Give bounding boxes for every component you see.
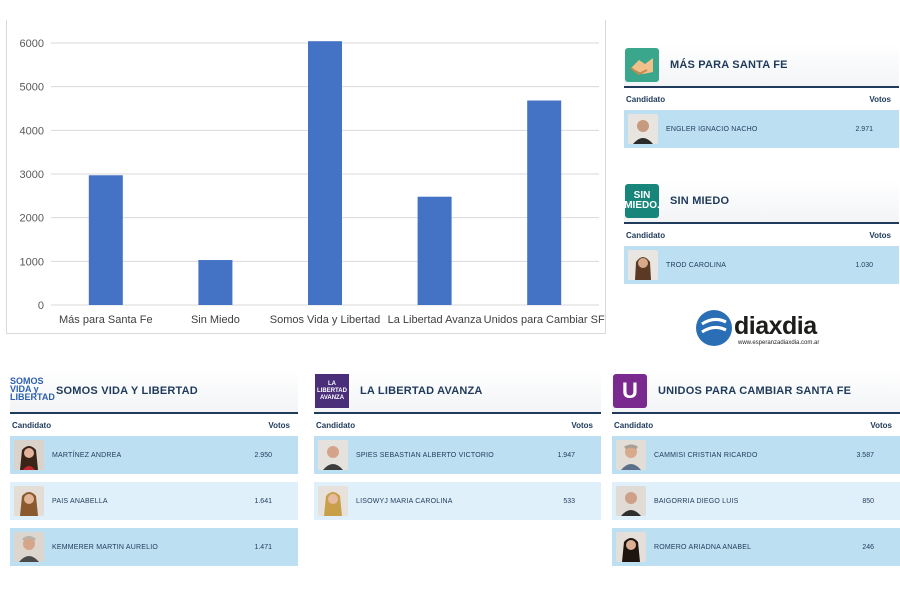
candidate-row: ROMERO ARIADNA ANABEL 246 — [612, 528, 900, 566]
candidate-votes: 1.641 — [254, 497, 272, 505]
candidate-name: ENGLER IGNACIO NACHO — [666, 125, 758, 133]
candidate-column-header: Candidato — [614, 420, 654, 430]
votes-bar-chart: 0 1000 2000 3000 4000 5000 6000 Más para Santa … — [6, 20, 606, 334]
category-label: Somos Vida y Libertad — [270, 314, 380, 326]
candidate-photo — [318, 486, 348, 516]
candidate-votes: 2.971 — [855, 125, 873, 133]
candidate-row: KEMMERER MARTIN AURELIO 1.471 — [10, 528, 298, 566]
sin-miedo-logo: SIN MIEDO. — [624, 183, 660, 219]
candidate-name: KEMMERER MARTIN AURELIO — [52, 543, 158, 551]
candidate-row: MARTÍNEZ ANDREA 2.950 — [10, 436, 298, 474]
y-tick-label: 0 — [38, 300, 44, 312]
candidate-photo — [628, 250, 658, 280]
candidate-column-header: Candidato — [626, 94, 666, 104]
panel-header: LA LIBERTAD AVANZA LA LIBERTAD AVANZA — [314, 370, 601, 414]
candidate-name: BAIGORRIA DIEGO LUIS — [654, 497, 739, 505]
panel-mas-para-santa-fe: MÁS PARA SANTA FE Candidato Votos ENGLER… — [624, 44, 899, 156]
candidate-column-header: Candidato — [12, 420, 52, 430]
candidate-votes: 533 — [563, 497, 575, 505]
candidate-name: ROMERO ARIADNA ANABEL — [654, 543, 752, 551]
candidate-votes: 850 — [862, 497, 874, 505]
votes-column-header: Votos — [869, 94, 891, 104]
votes-column-header: Votos — [869, 230, 891, 240]
panel-title: SOMOS VIDA Y LIBERTAD — [56, 385, 198, 397]
brand-name: diaxdia — [734, 312, 817, 340]
column-headers: Candidato Votos — [624, 224, 899, 246]
column-headers: Candidato Votos — [624, 88, 899, 110]
y-tick-label: 5000 — [20, 82, 44, 94]
panel-title: UNIDOS PARA CAMBIAR SANTA FE — [658, 385, 852, 397]
candidate-name: MARTÍNEZ ANDREA — [52, 451, 122, 459]
y-tick-label: 3000 — [20, 169, 44, 181]
candidate-row: LISOWYJ MARIA CAROLINA 533 — [314, 482, 601, 520]
bar — [527, 100, 562, 305]
candidate-name: PAIS ANABELLA — [52, 497, 108, 505]
mas-para-santa-fe-logo — [624, 47, 660, 83]
candidate-column-header: Candidato — [626, 230, 666, 240]
candidate-name: CAMMISI CRISTIAN RICARDO — [654, 451, 758, 459]
bar — [308, 41, 342, 306]
bar — [198, 260, 233, 305]
y-tick-label: 2000 — [20, 213, 44, 225]
candidate-row: SPIES SEBASTIAN ALBERTO VICTORIO 1.947 — [314, 436, 601, 474]
candidate-name: LISOWYJ MARIA CAROLINA — [356, 497, 453, 505]
bar — [88, 175, 123, 305]
panel-header: SOMOS VIDA y LIBERTAD SOMOS VIDA Y LIBER… — [10, 370, 298, 414]
votes-column-header: Votos — [268, 420, 290, 430]
candidate-photo — [318, 440, 348, 470]
candidate-row: CAMMISI CRISTIAN RICARDO 3.587 — [612, 436, 900, 474]
panel-header: MÁS PARA SANTA FE — [624, 44, 899, 88]
somos-vida-y-libertad-logo: SOMOS VIDA y LIBERTAD — [10, 376, 55, 402]
candidate-votes: 1.471 — [254, 543, 272, 551]
candidate-name: TROD CAROLINA — [666, 261, 727, 269]
panel-title: SIN MIEDO — [670, 195, 730, 207]
candidate-photo — [14, 440, 44, 470]
panel-unidos-para-cambiar-santa-fe: U UNIDOS PARA CAMBIAR SANTA FE Candidato… — [612, 370, 900, 574]
panel-header: U UNIDOS PARA CAMBIAR SANTA FE — [612, 370, 900, 414]
candidate-votes: 3.587 — [856, 451, 874, 459]
category-label: La Libertad Avanza — [388, 314, 483, 326]
brand-url: www.esperanzadiaxdia.com.ar — [738, 340, 820, 346]
category-label: Unidos para Cambiar SF — [484, 314, 605, 326]
votes-column-header: Votos — [870, 420, 892, 430]
candidate-photo — [628, 114, 658, 144]
column-headers: Candidato Votos — [612, 414, 900, 436]
candidate-votes: 1.030 — [855, 261, 873, 269]
candidate-row: TROD CAROLINA 1.030 — [624, 246, 899, 284]
diaxdia-logo-icon — [696, 310, 732, 346]
y-tick-label: 1000 — [20, 256, 44, 268]
candidate-photo — [616, 486, 646, 516]
candidate-photo — [14, 486, 44, 516]
candidate-photo — [616, 532, 646, 562]
panel-title: LA LIBERTAD AVANZA — [360, 385, 483, 397]
candidate-votes: 2.950 — [254, 451, 272, 459]
candidate-name: SPIES SEBASTIAN ALBERTO VICTORIO — [356, 451, 494, 459]
votes-column-header: Votos — [571, 420, 593, 430]
candidate-row: BAIGORRIA DIEGO LUIS 850 — [612, 482, 900, 520]
panel-somos-vida-y-libertad: SOMOS VIDA y LIBERTAD SOMOS VIDA Y LIBER… — [10, 370, 298, 574]
bar — [417, 196, 452, 305]
y-tick-label: 6000 — [20, 38, 44, 50]
candidate-photo — [14, 532, 44, 562]
panel-header: SIN MIEDO. SIN MIEDO — [624, 180, 899, 224]
panel-title: MÁS PARA SANTA FE — [670, 59, 788, 71]
category-label: Sin Miedo — [191, 314, 240, 326]
candidate-votes: 1.947 — [557, 451, 575, 459]
y-tick-label: 4000 — [20, 125, 44, 137]
unidos-logo: U — [612, 373, 648, 409]
la-libertad-avanza-logo: LA LIBERTAD AVANZA — [314, 373, 350, 409]
candidate-row: PAIS ANABELLA 1.641 — [10, 482, 298, 520]
candidate-row: ENGLER IGNACIO NACHO 2.971 — [624, 110, 899, 148]
chart-canvas: 0 1000 2000 3000 4000 5000 6000 Más para Santa … — [20, 38, 605, 326]
column-headers: Candidato Votos — [314, 414, 601, 436]
panel-la-libertad-avanza: LA LIBERTAD AVANZA LA LIBERTAD AVANZA Ca… — [314, 370, 601, 528]
diaxdia-brand: diaxdia www.esperanzadiaxdia.com.ar — [694, 306, 824, 350]
candidate-column-header: Candidato — [316, 420, 356, 430]
candidate-votes: 246 — [862, 543, 874, 551]
column-headers: Candidato Votos — [10, 414, 298, 436]
candidate-photo — [616, 440, 646, 470]
category-label: Más para Santa Fe — [59, 314, 153, 326]
panel-sin-miedo: SIN MIEDO. SIN MIEDO Candidato Votos TRO… — [624, 180, 899, 292]
